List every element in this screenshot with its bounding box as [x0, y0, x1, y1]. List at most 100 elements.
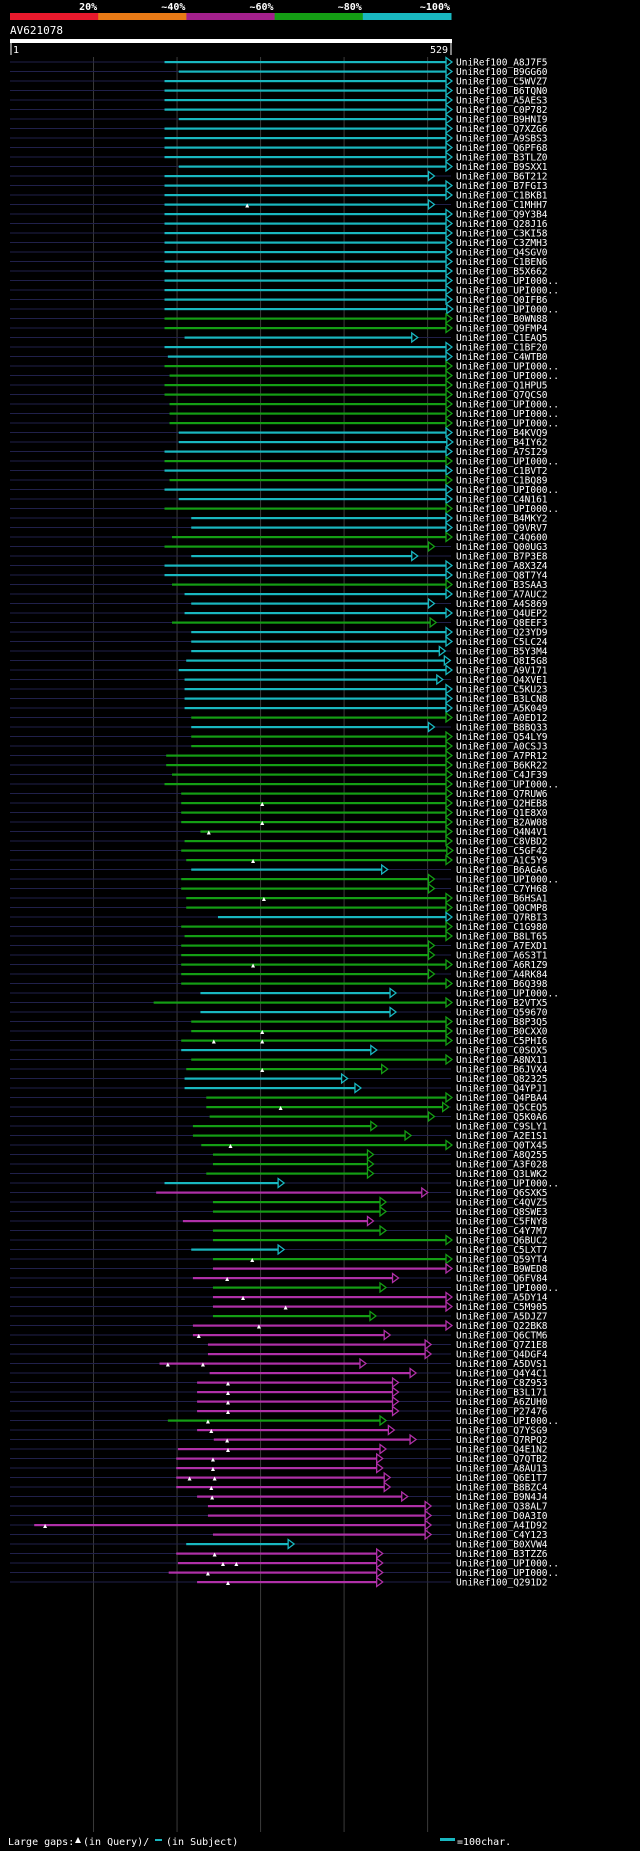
hit-label: UniRef100_B6T212 [456, 172, 548, 183]
query-gap-marker [251, 963, 256, 968]
hit-label: UniRef100_Q59YT4 [456, 1255, 548, 1266]
hit-arrow [445, 189, 454, 201]
hit-arrow [445, 84, 454, 97]
hit-label: UniRef100_C8Z953 [456, 1378, 548, 1389]
hit-arrow [421, 1186, 429, 1199]
hit-row: UniRef100_UPI000.. [10, 778, 559, 791]
hit-label: UniRef100_A5DVS1 [456, 1359, 548, 1370]
hit-row: UniRef100_A0CSJ3 [10, 740, 548, 753]
hit-label: UniRef100_B2AW08 [456, 818, 548, 829]
hit-label: UniRef100_B5X662 [456, 267, 548, 278]
hit-label: UniRef100_B3TLZ0 [456, 153, 548, 164]
hit-row: UniRef100_C5LXT7 [10, 1243, 548, 1256]
hit-arrow [424, 1500, 433, 1512]
hit-row: UniRef100_B3TZZ6 [10, 1547, 548, 1560]
hit-bar [191, 631, 446, 634]
hit-arrow [427, 939, 436, 952]
hit-bar [192, 1134, 406, 1137]
hit-row: UniRef100_B4KVQ9 [10, 426, 548, 439]
hit-bar [181, 802, 446, 805]
hit-arrow [445, 113, 454, 125]
hit-arrow [389, 987, 398, 999]
hit-bar [164, 222, 447, 225]
hit-bar [181, 821, 446, 824]
hit-label: UniRef100_Q4DGF4 [456, 1350, 548, 1361]
hit-row: UniRef100_B4IY62 [10, 436, 548, 449]
hit-arrow [340, 1072, 349, 1085]
hit-row: UniRef100_UPI000.. [10, 1177, 559, 1190]
hit-row: UniRef100_Q0IFB6 [10, 293, 548, 306]
hit-row: UniRef100_Q0TX45 [10, 1139, 548, 1152]
hit-arrow [287, 1538, 296, 1550]
hit-arrow [445, 607, 454, 619]
hit-label: UniRef100_UPI000.. [456, 409, 559, 420]
hit-arrow [445, 797, 454, 809]
hit-arrow [429, 616, 438, 629]
hit-arrow [445, 388, 454, 401]
hit-label: UniRef100_Q38AL7 [456, 1502, 548, 1513]
legend-scale-text: =100char. [457, 1837, 511, 1848]
hit-arrow [445, 778, 454, 790]
hit-bar [164, 317, 447, 320]
hit-arrow [445, 398, 454, 410]
hit-bar [164, 488, 447, 491]
hit-row: UniRef100_B5Y3M4 [10, 645, 548, 658]
hit-label: UniRef100_Q23YD9 [456, 628, 548, 639]
hit-bar [197, 1381, 393, 1384]
hit-bar [164, 80, 447, 83]
hit-bar [184, 840, 446, 843]
hit-arrow [442, 1101, 450, 1113]
hit-bar [207, 1505, 426, 1508]
query-gap-marker [225, 1277, 230, 1281]
hit-label: UniRef100_UPI000.. [456, 1568, 559, 1579]
hit-row: UniRef100_Q2HEB8 [10, 797, 548, 810]
hit-arrow [445, 806, 454, 819]
hit-arrow [445, 417, 454, 429]
hit-bar [212, 1286, 381, 1289]
hit-row: UniRef100_P27476 [10, 1405, 548, 1418]
hit-bar [176, 1486, 385, 1489]
hit-row: UniRef100_UPI000.. [10, 987, 559, 1000]
hit-label: UniRef100_B6AGA6 [456, 865, 548, 876]
hit-bar [200, 830, 446, 833]
hit-arrow [370, 1120, 378, 1132]
hit-label: UniRef100_A8Q255 [456, 1150, 548, 1161]
hit-label: UniRef100_B6KR22 [456, 761, 548, 772]
hit-bar [192, 1334, 385, 1337]
hit-bar [212, 1258, 446, 1261]
hit-row: UniRef100_Q54LY9 [10, 730, 548, 743]
hit-arrow [409, 1433, 418, 1446]
hit-bar [192, 1277, 393, 1280]
hit-row: UniRef100_C4QVZ5 [10, 1196, 548, 1209]
hit-arrow [445, 911, 454, 923]
hit-label: UniRef100_B8LT65 [456, 932, 548, 943]
hit-arrow [445, 284, 454, 296]
hit-arrow [445, 1291, 454, 1303]
hit-arrow [445, 151, 454, 163]
hit-label: UniRef100_C3ZMH3 [456, 238, 548, 249]
hit-label: UniRef100_Q291D2 [456, 1578, 548, 1589]
hit-arrow [445, 322, 454, 334]
hit-bar [164, 156, 447, 159]
hit-label: UniRef100_B7FGI3 [456, 181, 548, 192]
hit-label: UniRef100_B4IY62 [456, 438, 548, 449]
hit-label: UniRef100_Q9Y3B4 [456, 210, 548, 221]
query-gap-marker [220, 1562, 225, 1566]
scale-segment [10, 13, 99, 20]
hit-row: UniRef100_UPI000.. [10, 284, 559, 297]
hit-row: UniRef100_Q4PBA4 [10, 1091, 548, 1104]
hit-arrow [383, 1471, 392, 1484]
hit-label: UniRef100_A4ID92 [456, 1521, 548, 1532]
hit-arrow [445, 265, 454, 277]
hit-bar [186, 906, 446, 909]
hit-arrow [391, 1395, 400, 1408]
hit-bar [164, 346, 447, 349]
hit-row: UniRef100_A6S3T1 [10, 949, 548, 962]
query-gap-marker [210, 1495, 215, 1500]
hit-row: UniRef100_C4N161 [10, 493, 548, 506]
hit-row: UniRef100_B0WN88 [10, 312, 548, 325]
hit-arrow [445, 749, 454, 762]
hit-row: UniRef100_B3L171 [10, 1386, 548, 1399]
hit-row: UniRef100_C5PHI6 [10, 1034, 548, 1047]
hit-row: UniRef100_Q9FMP4 [10, 322, 548, 335]
